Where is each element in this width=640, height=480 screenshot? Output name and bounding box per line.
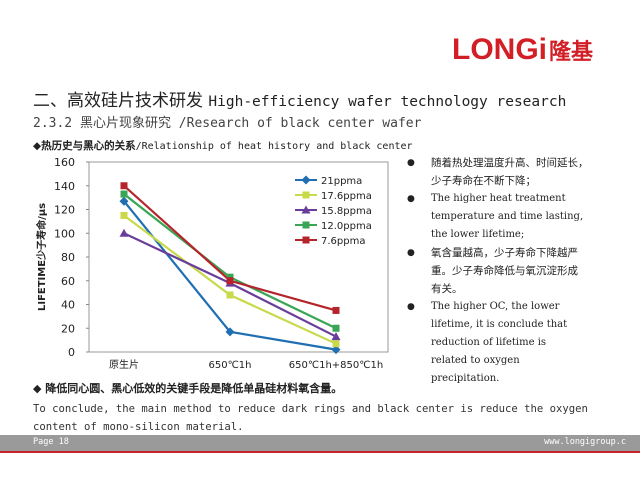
conclusion-en: To conclude, the main method to reduce d…	[33, 403, 588, 433]
bullet-text: 随着热处理温度升高、时间延长， 少子寿命在不断下降；	[431, 154, 589, 190]
legend-label: 7.6ppma	[321, 236, 365, 247]
data-point	[301, 175, 311, 185]
bullet-line: 随着热处理温度升高、时间延长，	[431, 157, 589, 169]
bullet-dot-icon: ●	[407, 158, 415, 168]
legend-label: 21ppma	[321, 176, 362, 187]
data-point	[226, 291, 234, 299]
y-tick-label: 120	[54, 204, 75, 217]
logo-text-cn: 隆基	[549, 40, 594, 65]
bullet-list: ● 随着热处理温度升高、时间延长， 少子寿命在不断下降； ● The higher he…	[407, 154, 635, 388]
bullet-dot-icon: ●	[407, 194, 415, 204]
section-subtitle-cn: 2.3.2 黑心片现象研究	[33, 116, 171, 131]
data-point	[302, 221, 310, 229]
data-point	[119, 228, 129, 237]
relationship-heading-cn: ◆热历史与黑心的关系	[33, 140, 136, 152]
page-number: Page 18	[33, 437, 69, 447]
relationship-heading-en: /Relationship of heat history and black …	[135, 141, 413, 152]
page-title: 二、高效硅片技术研发 High-efficiency wafer technol…	[33, 86, 566, 111]
bullet-line: temperature and time lasting,	[431, 211, 584, 222]
data-point	[332, 306, 340, 314]
bullet-text: The higher heat treatment temperature and…	[431, 190, 583, 244]
data-point	[119, 196, 129, 206]
relationship-heading: ◆热历史与黑心的关系/Relationship of heat history …	[33, 138, 413, 153]
y-tick-label: 40	[61, 299, 75, 312]
bullet-line: 重。少子寿命降低与氧沉淀形成	[431, 265, 578, 277]
x-category-label: 650℃1h+850℃1h	[289, 360, 383, 371]
y-tick-label: 160	[54, 156, 75, 169]
footer-url: www.longigroup.c	[544, 437, 626, 447]
x-category-label: 原生片	[109, 358, 139, 371]
bullet-item: ● The higher OC, the lower lifetime, it is…	[407, 298, 635, 388]
data-point	[301, 205, 311, 214]
footer-bar: Page 18 www.longigroup.c	[0, 435, 640, 451]
conclusion-cn: ◆ 降低同心圆、黑心低效的关键手段是降低单晶硅材料氧含量。	[33, 382, 343, 395]
data-point	[120, 211, 128, 219]
bullet-item: ● 氧含量越高，少子寿命下降越严 重。少子寿命降低与氧沉淀形成 有关。	[407, 244, 635, 298]
logo-text: LONGi	[452, 33, 547, 66]
legend-label: 15.8ppma	[321, 206, 372, 217]
bullet-line: lifetime, it is conclude that	[431, 319, 568, 330]
legend-label: 12.0ppma	[321, 221, 372, 232]
data-point	[332, 340, 340, 348]
section-subtitle: 2.3.2 黑心片现象研究 /Research of black center …	[33, 112, 421, 131]
bullet-line: related to oxygen	[431, 355, 520, 366]
bullet-text: The higher OC, the lower lifetime, it is …	[431, 298, 567, 388]
data-point	[331, 332, 341, 341]
bullet-dot-icon: ●	[407, 248, 415, 258]
lifetime-chart: 0 20 40 60 80 100 120 140 160 LIFETIME少子寿命/μs 原生片 6…	[35, 156, 389, 371]
bullet-line: 有关。	[431, 283, 463, 295]
bullet-line: The higher heat treatment	[431, 193, 566, 204]
longi-logo: LONGi 隆基	[452, 33, 593, 67]
page-title-cn: 二、高效硅片技术研发	[33, 91, 203, 111]
y-tick-label: 100	[54, 227, 75, 240]
y-tick-label: 140	[54, 180, 75, 193]
y-tick-label: 60	[61, 275, 75, 288]
bullet-item: ● The higher heat treatment temperature an…	[407, 190, 635, 244]
bullet-line: The higher OC, the lower	[431, 301, 560, 312]
footer-accent-line	[0, 451, 640, 453]
bullet-line: precipitation.	[431, 373, 500, 384]
bullet-line: the lower lifetime;	[431, 229, 525, 240]
legend-label: 17.6ppma	[321, 191, 372, 202]
data-point	[302, 191, 310, 199]
data-point	[120, 190, 128, 198]
bullet-dot-icon: ●	[407, 302, 415, 312]
data-point	[120, 182, 128, 190]
data-point	[332, 324, 340, 332]
section-subtitle-en: /Research of black center wafer	[178, 116, 422, 131]
data-point	[226, 277, 234, 285]
data-point	[302, 236, 310, 244]
bullet-item: ● 随着热处理温度升高、时间延长， 少子寿命在不断下降；	[407, 154, 635, 190]
bullet-line: 氧含量越高，少子寿命下降越严	[431, 247, 578, 259]
bullet-text: 氧含量越高，少子寿命下降越严 重。少子寿命降低与氧沉淀形成 有关。	[431, 244, 578, 298]
y-tick-label: 0	[68, 346, 75, 359]
y-tick-label: 20	[61, 322, 75, 335]
data-point	[331, 345, 341, 355]
y-tick-label: 80	[61, 251, 75, 264]
x-category-label: 650℃1h	[208, 360, 251, 371]
bullet-line: 少子寿命在不断下降；	[431, 175, 536, 187]
y-axis-label: LIFETIME少子寿命/μs	[35, 203, 48, 311]
page-title-en: High-efficiency wafer technology researc…	[208, 94, 567, 110]
data-point	[225, 327, 235, 337]
data-point	[226, 273, 234, 281]
bullet-line: reduction of lifetime is	[431, 337, 547, 348]
